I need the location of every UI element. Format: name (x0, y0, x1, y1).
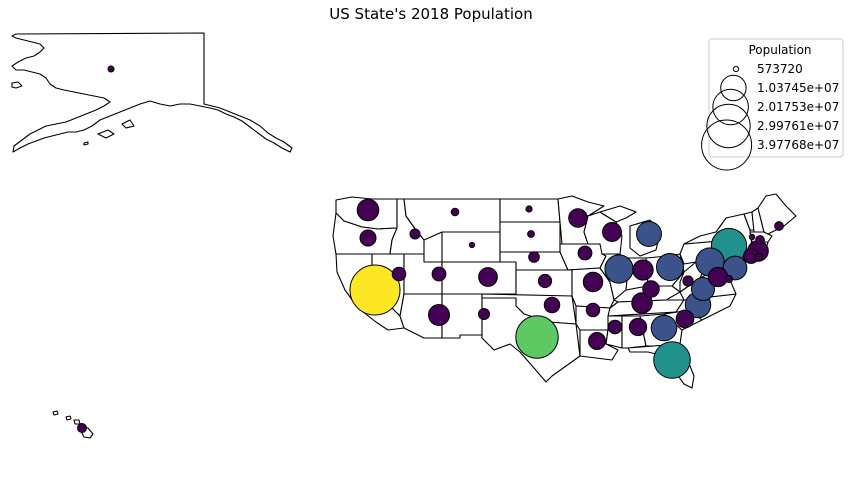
bubble-south-carolina (675, 309, 695, 329)
bubble-maryland (707, 266, 729, 288)
bubble-maine (774, 221, 784, 231)
contiguous-states (332, 193, 797, 389)
legend-marker-3 (712, 88, 749, 126)
bubble-new-jersey (722, 255, 748, 281)
legend-marker-2 (720, 74, 747, 102)
bubble-nebraska (528, 251, 540, 263)
bubble-alabama (628, 317, 648, 337)
bubble-arkansas (585, 302, 601, 318)
alaska-outline (11, 32, 293, 153)
bubble-illinois (604, 254, 634, 284)
hawaii-outline (52, 410, 94, 439)
legend-label-3: 2.01753e+07 (757, 100, 839, 114)
chart-title: US State's 2018 Population (329, 5, 532, 23)
bubble-rhode-island (754, 252, 764, 262)
bubble-south-dakota (527, 230, 535, 238)
bubble-vermont (748, 233, 756, 241)
bubble-missouri (582, 271, 604, 293)
bubble-delaware (724, 274, 734, 284)
bubble-indiana (632, 259, 654, 281)
bubble-north-dakota (525, 205, 533, 213)
bubble-washington (356, 198, 380, 222)
state-maine (757, 193, 797, 235)
bubble-nevada (391, 266, 407, 282)
bubble-wyoming (468, 241, 476, 249)
bubble-mississippi (607, 319, 623, 335)
bubble-minnesota (568, 208, 588, 228)
bubble-georgia (650, 314, 678, 342)
bubble-colorado (478, 267, 498, 287)
bubble-west-virginia (682, 275, 694, 287)
legend-marker-1 (732, 65, 740, 73)
bubble-alaska (107, 65, 115, 73)
bubble-texas (515, 315, 559, 359)
legend-label-5: 3.97768e+07 (757, 138, 839, 152)
bubble-florida (653, 341, 691, 379)
legend-label-2: 1.03745e+07 (757, 81, 839, 95)
legend: Population 573720 1.03745e+07 2.01753e+07 2… (701, 38, 844, 171)
legend-marker-4 (706, 103, 751, 149)
legend-frame (708, 38, 844, 158)
bubble-new-hampshire (755, 235, 765, 245)
bubble-louisiana (588, 332, 606, 350)
bubble-arizona (428, 304, 450, 326)
population-bubbles (77, 65, 784, 433)
bubble-idaho (409, 228, 421, 240)
bubble-utah (431, 266, 447, 282)
bubble-tennessee (631, 292, 653, 314)
bubble-oregon (359, 229, 377, 247)
bubble-virginia (691, 277, 715, 301)
legend-title: Population (748, 43, 811, 57)
legend-label-4: 2.99761e+07 (757, 119, 839, 133)
bubble-kentucky (642, 280, 660, 298)
bubble-ohio (656, 253, 684, 281)
bubble-hawaii (77, 423, 87, 433)
bubble-wisconsin (602, 222, 622, 242)
bubble-iowa (577, 245, 593, 261)
bubble-kansas (537, 273, 553, 289)
bubble-oklahoma (543, 296, 561, 314)
bubble-new-mexico (477, 307, 491, 321)
bubble-california (349, 264, 401, 316)
legend-marker-5 (701, 119, 753, 171)
bubble-montana (450, 207, 460, 217)
bubble-michigan (636, 221, 662, 247)
legend-label-1: 573720 (757, 62, 803, 76)
